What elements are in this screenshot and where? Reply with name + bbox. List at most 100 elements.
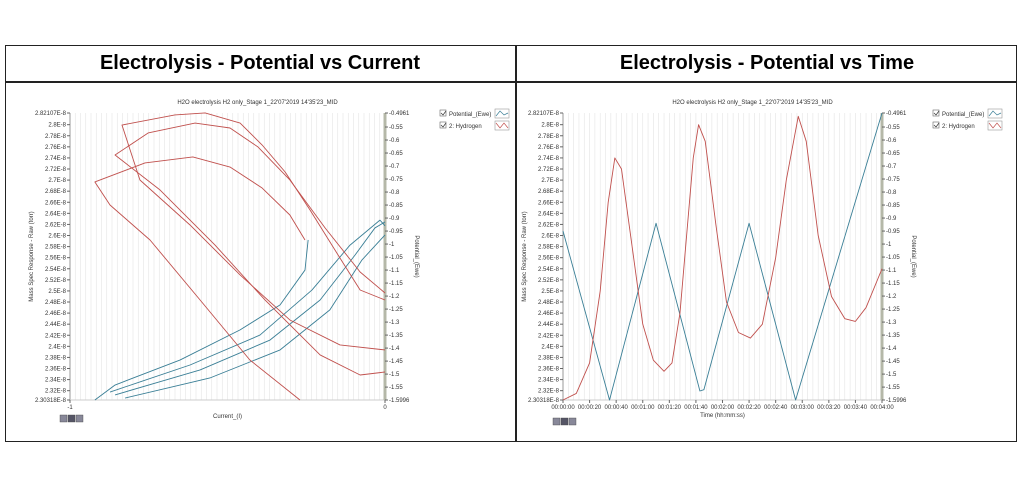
potential-line [562,112,883,401]
y2-tick-label: -1.1 [389,268,400,274]
legend-line-icon [495,122,509,129]
figure-frame [5,45,1017,442]
y-tick-label: 2.74E-8 [45,156,67,162]
legend-checkbox [932,109,940,117]
y-tick-label: 2.30318E-8 [528,398,560,404]
y-tick-label: 2.7E-8 [48,178,66,184]
y-tick-label: 2.48E-8 [45,300,67,306]
x-tick-label: 00:02:40 [764,405,788,411]
y2-tick-label: -1.45 [389,359,403,365]
y-tick-label: 2.4E-8 [541,344,559,350]
y2-tick-label: -1.5996 [389,398,410,404]
y-tick-label: 2.44E-8 [45,322,67,328]
potential-line [114,221,386,396]
y2-tick-label: -1.3 [389,320,400,326]
y2-tick-label: -0.7 [886,164,897,170]
hydrogen-line [562,115,883,401]
y-tick-label: 2.30318E-8 [35,398,67,404]
y2-tick-label: -1.15 [389,281,403,287]
y2-tick-label: -0.6 [389,138,400,144]
y-tick-label: 2.6E-8 [48,234,66,240]
legend-entry: 2: Hydrogen [449,124,482,130]
y2-tick-label: -0.9 [886,216,897,222]
y2-tick-label: -1.5 [389,372,400,378]
potential-line [94,239,309,401]
y-tick-label: 2.82107E-8 [35,111,67,117]
y2-tick-label: -0.75 [389,177,403,183]
x-tick-label: 00:00:20 [578,405,602,411]
legend-line-icon [495,110,509,117]
y2-tick-label: -1.4 [886,346,897,352]
x-tick-label: 00:00:00 [551,405,575,411]
y2-tick-label: -1.45 [886,359,900,365]
panel-divider [515,45,517,442]
x-tick-label: 00:01:20 [658,405,682,411]
x-tick-label: 00:01:00 [631,405,655,411]
x-tick-label: 00:00:40 [604,405,628,411]
y2-axis-label: Potential_(Ewe) [910,235,916,277]
y2-tick-label: -0.85 [389,203,403,209]
y2-tick-label: -1 [886,242,892,248]
x-axis-label: Current_(I) [213,414,242,420]
x-tick-label: -1 [67,405,73,411]
x-tick-label: 0 [383,405,387,411]
chart-title: H2O electrolysis H2 only_Stage 1_22'07'2… [177,100,338,106]
pan-tool-icon[interactable] [67,414,76,423]
legend-entry: Potential_(Ewe) [942,112,984,118]
zoom-tool-icon[interactable] [552,417,561,426]
hydrogen-line [94,156,306,401]
zoom-tool-icon[interactable] [59,414,68,423]
y-tick-label: 2.76E-8 [538,145,560,151]
y-tick-label: 2.32E-8 [538,389,560,395]
y-tick-label: 2.58E-8 [45,245,67,251]
y2-tick-label: -1.35 [886,333,900,339]
y2-tick-label: -0.65 [886,151,900,157]
y-tick-label: 2.52E-8 [45,278,67,284]
x-axis-label: Time (hh:mm:ss) [700,413,745,419]
y2-tick-label: -0.55 [886,125,900,131]
y-tick-label: 2.8E-8 [541,123,559,129]
y2-tick-label: -1.55 [886,385,900,391]
x-tick-label: 00:03:00 [791,405,815,411]
y-tick-label: 2.82107E-8 [528,111,560,117]
panel-heading-current: Electrolysis - Potential vs Current [99,52,421,74]
y2-tick-label: -1.2 [886,294,897,300]
y2-tick-label: -1.5 [886,372,897,378]
y-tick-label: 2.34E-8 [538,378,560,384]
y2-tick-label: -1.4 [389,346,400,352]
y2-tick-label: -0.85 [886,203,900,209]
y2-tick-label: -1.5996 [886,398,907,404]
y2-axis-label: Potential_(Ewe) [413,235,419,277]
y2-tick-label: -1.25 [886,307,900,313]
y2-tick-label: -0.9 [389,216,400,222]
potential-line [109,219,386,393]
y2-tick-label: -1.2 [389,294,400,300]
x-tick-label: 00:03:20 [817,405,841,411]
y-tick-label: 2.56E-8 [45,256,67,262]
y-tick-label: 2.62E-8 [538,222,560,228]
y2-tick-label: -0.65 [389,151,403,157]
x-tick-label: 00:04:00 [870,405,894,411]
potential-line [125,234,386,399]
y-tick-label: 2.78E-8 [538,134,560,140]
y-tick-label: 2.42E-8 [538,333,560,339]
cursor-tool-icon[interactable] [75,414,84,423]
y2-tick-label: -1.25 [389,307,403,313]
y-tick-label: 2.68E-8 [538,189,560,195]
pan-tool-icon[interactable] [560,417,569,426]
legend-checkbox [932,121,940,129]
y-tick-label: 2.54E-8 [45,267,67,273]
y-tick-label: 2.62E-8 [45,222,67,228]
cursor-tool-icon[interactable] [568,417,577,426]
y-tick-label: 2.44E-8 [538,322,560,328]
y-tick-label: 2.32E-8 [45,389,67,395]
y2-tick-label: -1.35 [389,333,403,339]
check-icon [933,110,940,116]
y-tick-label: 2.52E-8 [538,278,560,284]
y-tick-label: 2.7E-8 [541,178,559,184]
y2-tick-label: -0.6 [886,138,897,144]
check-icon [933,122,940,128]
y-tick-label: 2.4E-8 [48,344,66,350]
y-tick-label: 2.64E-8 [538,211,560,217]
hydrogen-line [114,122,386,376]
